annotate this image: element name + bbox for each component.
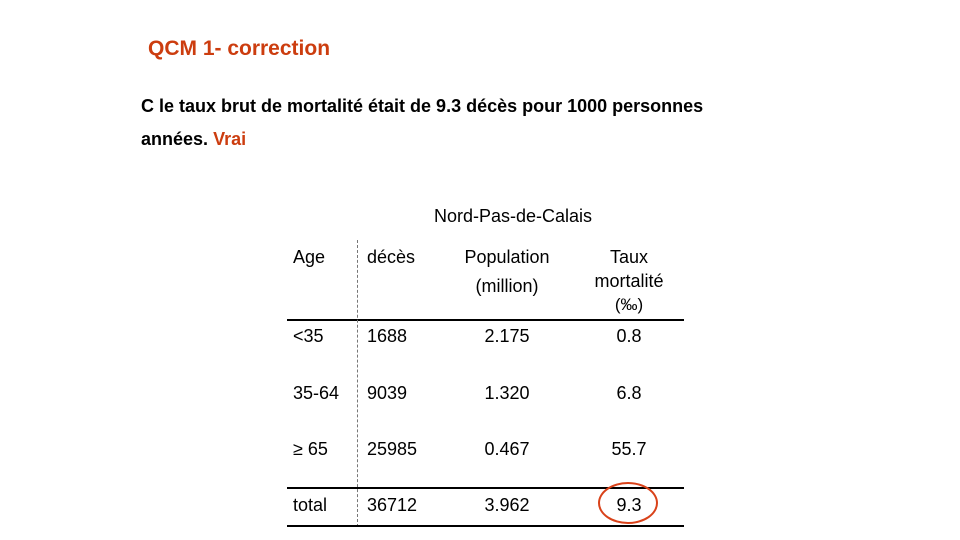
header-population-unit: (million) — [475, 276, 539, 296]
cell-population: 1.320 — [484, 383, 530, 403]
cell-taux: 0.8 — [616, 326, 642, 346]
verdict-label: Vrai — [213, 129, 247, 149]
cell-age: ≥ 65 — [293, 439, 328, 459]
cell-population: 0.467 — [484, 439, 530, 459]
header-taux-line2: mortalité — [594, 271, 664, 291]
header-rule — [287, 319, 684, 321]
cell-total-population: 3.962 — [484, 495, 530, 515]
bottom-rule — [287, 525, 684, 527]
header-deces: décès — [367, 247, 416, 267]
cell-total-label: total — [293, 495, 328, 515]
header-age: Age — [293, 247, 326, 267]
statement-line-2-text: années. — [141, 129, 209, 149]
column-divider — [357, 240, 358, 527]
cell-taux: 55.7 — [611, 439, 647, 459]
cell-taux: 6.8 — [616, 383, 642, 403]
statement-line-2: années. Vrai — [141, 129, 246, 150]
cell-deces: 9039 — [367, 383, 408, 403]
cell-age: <35 — [293, 326, 324, 346]
header-population: Population — [464, 247, 550, 267]
slide-title: QCM 1- correction — [148, 37, 331, 60]
cell-deces: 25985 — [367, 439, 418, 459]
cell-population: 2.175 — [484, 326, 530, 346]
statement-line-1: C le taux brut de mortalité était de 9.3… — [141, 96, 704, 116]
cell-age: 35-64 — [293, 383, 340, 403]
cell-deces: 1688 — [367, 326, 408, 346]
highlight-circle — [598, 482, 658, 524]
cell-total-deces: 36712 — [367, 495, 418, 515]
total-rule — [287, 487, 684, 489]
table-caption: Nord-Pas-de-Calais — [434, 206, 593, 226]
header-taux-unit: (‰) — [614, 295, 644, 314]
header-taux: Taux — [609, 247, 649, 267]
